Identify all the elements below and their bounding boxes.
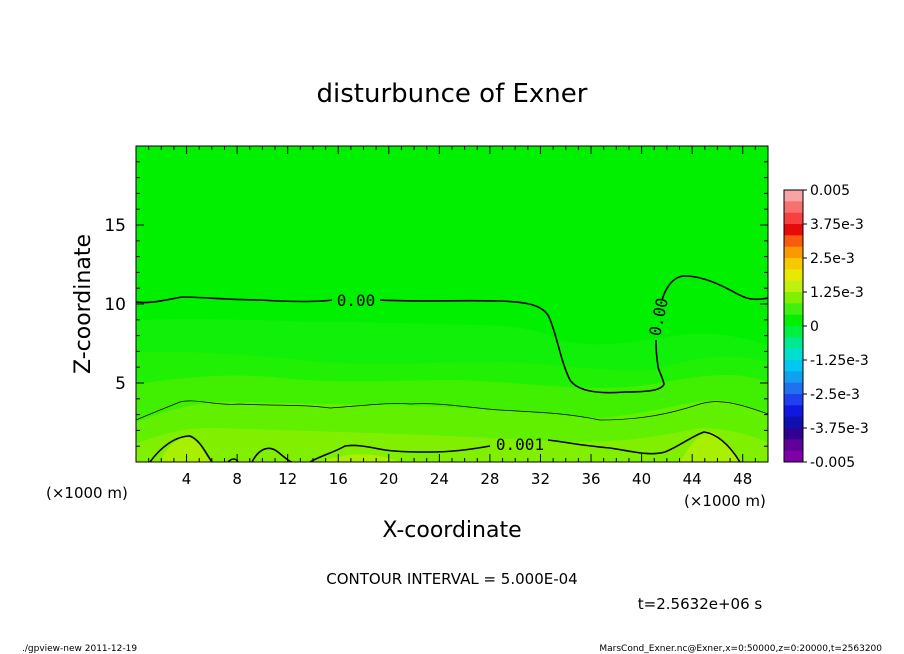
contour-label-0001: 0.001	[496, 435, 544, 454]
colorbar-segment	[784, 382, 803, 395]
colorbar-label: 1.25e-3	[810, 285, 864, 301]
y-tick-label: 5	[115, 374, 126, 394]
time-label: t=2.5632e+06 s	[638, 595, 763, 613]
colorbar-segment	[784, 224, 803, 236]
x-tick-label: 4	[182, 470, 192, 488]
chart-title: disturbunce of Exner	[317, 79, 588, 109]
colorbar-segment	[784, 269, 803, 282]
colorbar-label: -0.005	[810, 455, 855, 471]
contour-label-zero-1: 0.00	[337, 291, 376, 310]
field-band-5	[136, 427, 768, 462]
y-tick-label: 10	[104, 295, 126, 315]
x-axis-unit-left: (×1000 m)	[46, 484, 128, 502]
colorbar-segment	[784, 348, 803, 361]
colorbar-segment	[784, 337, 803, 350]
x-tick-label: 36	[581, 470, 600, 488]
colorbar-segment	[784, 303, 803, 316]
colorbar-segment	[784, 439, 803, 452]
colorbar-segment	[784, 258, 803, 270]
colorbar-segment	[784, 235, 803, 248]
field-band-6	[160, 431, 742, 462]
contour-interval: CONTOUR INTERVAL = 5.000E-04	[326, 570, 577, 588]
colorbar-label: -1.25e-3	[810, 353, 869, 369]
x-tick-label: 32	[531, 470, 550, 488]
colorbar-segment	[784, 394, 803, 406]
x-tick-label: 40	[632, 470, 651, 488]
colorbar-segment	[784, 292, 803, 304]
colorbar-segment	[784, 201, 803, 214]
colorbar-label: 3.75e-3	[810, 217, 864, 233]
footer-right: MarsCond_Exner.nc@Exner,x=0:50000,z=0:20…	[599, 644, 882, 654]
colorbar-segment	[784, 360, 803, 372]
y-tick-label: 15	[104, 216, 126, 236]
y-axis-label: Z-coordinate	[71, 234, 96, 374]
colorbar-segment	[784, 428, 803, 440]
colorbar-segment	[784, 190, 803, 202]
footer-left: ./gpview-new 2011-12-19	[22, 644, 137, 654]
contour-thin-line	[136, 400, 768, 421]
x-tick-label: 16	[329, 470, 348, 488]
colorbar-segment	[784, 314, 803, 327]
x-tick-label: 24	[430, 470, 449, 488]
colorbar-segment	[784, 416, 803, 429]
x-tick-label: 8	[232, 470, 242, 488]
colorbar-label: 2.5e-3	[810, 251, 855, 267]
x-axis-unit-right: (×1000 m)	[684, 492, 766, 510]
colorbar-segment	[784, 326, 803, 338]
colorbar-segment	[784, 246, 803, 259]
x-tick-label: 44	[683, 470, 702, 488]
x-tick-label: 20	[379, 470, 398, 488]
colorbar-label: 0	[810, 319, 819, 335]
colorbar-label: -3.75e-3	[810, 421, 869, 437]
colorbar-segment	[784, 371, 803, 384]
colorbar-segment	[784, 212, 803, 225]
plot-area: 0.00 0.00 0.001 4 8 12 16 20 24 28 32 36 40 44 4851…	[104, 145, 769, 488]
x-tick-label: 12	[278, 470, 297, 488]
colorbar-segment	[784, 280, 803, 293]
x-tick-label: 48	[733, 470, 752, 488]
colorbar-label: 0.005	[810, 183, 850, 199]
contour-0001-line	[149, 431, 741, 462]
contour-zero-line	[136, 275, 768, 394]
x-axis-label: X-coordinate	[382, 518, 521, 543]
colorbar-segment	[784, 405, 803, 418]
colorbar-segment	[784, 450, 803, 463]
x-tick-label: 28	[480, 470, 499, 488]
colorbar-label: -2.5e-3	[810, 387, 860, 403]
colorbar: 0.005 3.75e-3 2.5e-3 1.25e-3 0 -1.25e-3 -2.5e-…	[783, 183, 869, 471]
